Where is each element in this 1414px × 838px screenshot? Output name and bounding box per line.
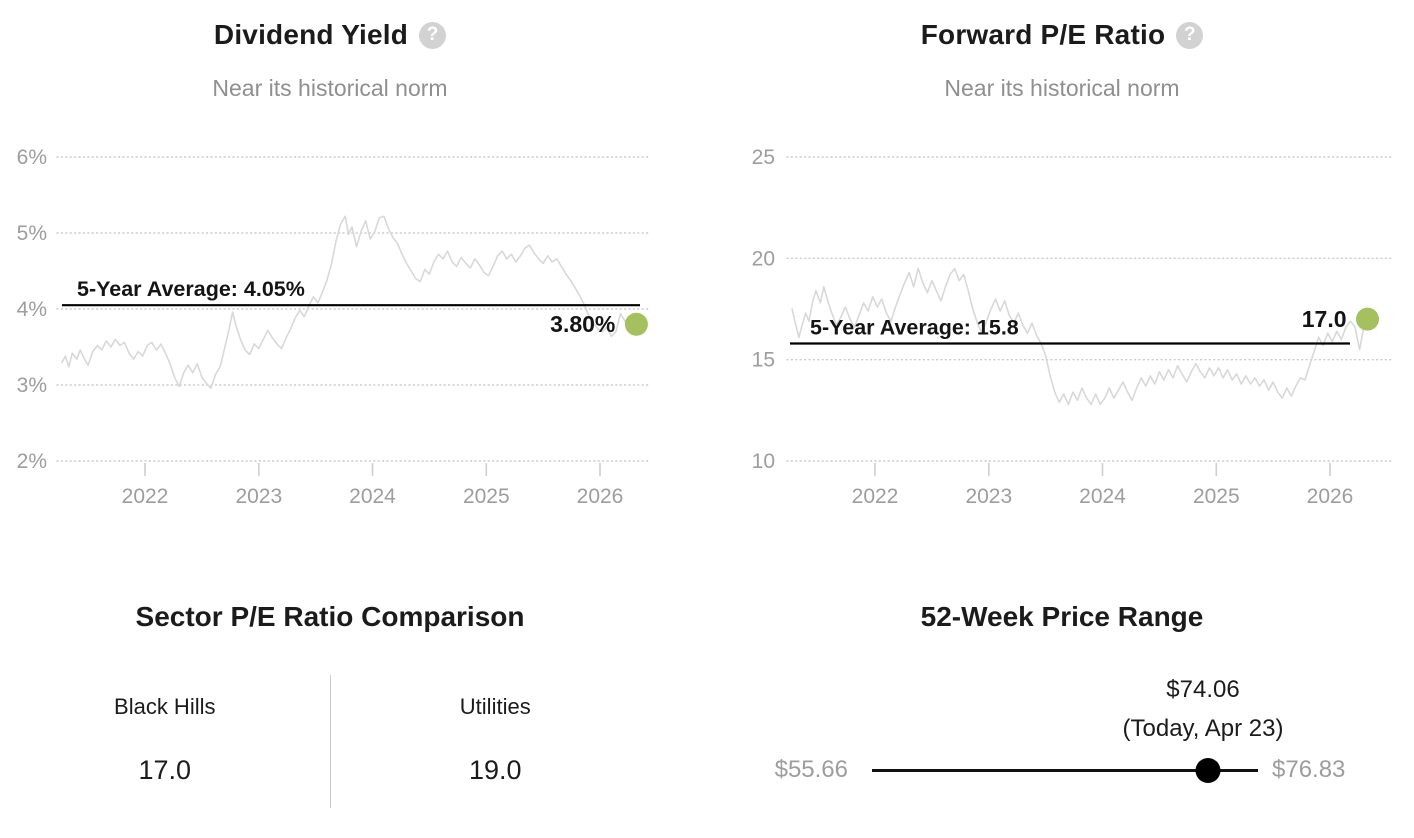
svg-text:2023: 2023 [965,485,1012,508]
svg-text:2026: 2026 [1307,485,1354,508]
svg-text:5-Year Average: 4.05%: 5-Year Average: 4.05% [77,277,305,301]
forward-pe-subtitle: Near its historical norm [944,75,1180,101]
comparison-col-utilities: Utilities 19.0 [331,675,661,808]
svg-text:10: 10 [752,450,775,473]
svg-text:25: 25 [752,146,775,169]
svg-text:2024: 2024 [349,485,396,508]
comparison-label: Utilities [459,694,531,719]
comparison-value: 19.0 [468,755,522,785]
help-icon[interactable]: ? [419,21,447,49]
forward-pe-chart: 25 20 15 10 2022 2023 2024 2025 2026 5-Year Avera… [752,146,1392,508]
help-icon[interactable]: ? [1176,21,1204,49]
svg-text:2025: 2025 [463,485,510,508]
svg-text:6%: 6% [17,146,47,169]
svg-text:15: 15 [752,349,775,372]
svg-text:5-Year Average: 15.8: 5-Year Average: 15.8 [810,316,1019,340]
svg-text:2%: 2% [17,450,47,473]
svg-text:3.80%: 3.80% [550,311,615,337]
svg-text:3%: 3% [17,374,47,397]
sector-pe-comparison: Black Hills 17.0 Utilities 19.0 [0,675,660,808]
svg-text:17.0: 17.0 [1302,306,1347,332]
dividend-yield-subtitle: Near its historical norm [212,75,448,101]
comparison-value: 17.0 [138,755,192,785]
svg-text:4%: 4% [17,298,47,321]
svg-text:2026: 2026 [577,485,624,508]
range-low-label: $55.66 [774,756,848,783]
range-high-label: $76.83 [1272,756,1346,783]
svg-text:2022: 2022 [122,485,169,508]
dividend-yield-title: Dividend Yield [213,19,409,50]
svg-text:2022: 2022 [852,485,899,508]
dividend-yield-chart: 6% 5% 4% 3% 2% 2022 2023 2024 2025 2026 5-Year Ave… [17,146,649,508]
svg-text:2025: 2025 [1193,485,1240,508]
svg-text:20: 20 [752,247,775,270]
comparison-col-black-hills: Black Hills 17.0 [0,675,331,808]
svg-text:2023: 2023 [235,485,282,508]
forward-pe-title: Forward P/E Ratio [920,19,1166,50]
current-price-date: (Today, Apr 23) [1122,715,1284,742]
current-price: $74.06 [1166,676,1240,703]
svg-text:5%: 5% [17,222,47,245]
forward-pe-header: Forward P/E Ratio ? [710,16,1414,54]
price-range-track [872,757,1258,783]
current-price-marker [1195,757,1220,783]
svg-text:2024: 2024 [1079,485,1126,508]
sector-pe-comparison-title: Sector P/E Ratio Comparison [135,601,525,632]
comparison-label: Black Hills [114,694,216,719]
price-range-title: 52-Week Price Range [920,601,1204,632]
dividend-yield-header: Dividend Yield ? [0,16,660,54]
